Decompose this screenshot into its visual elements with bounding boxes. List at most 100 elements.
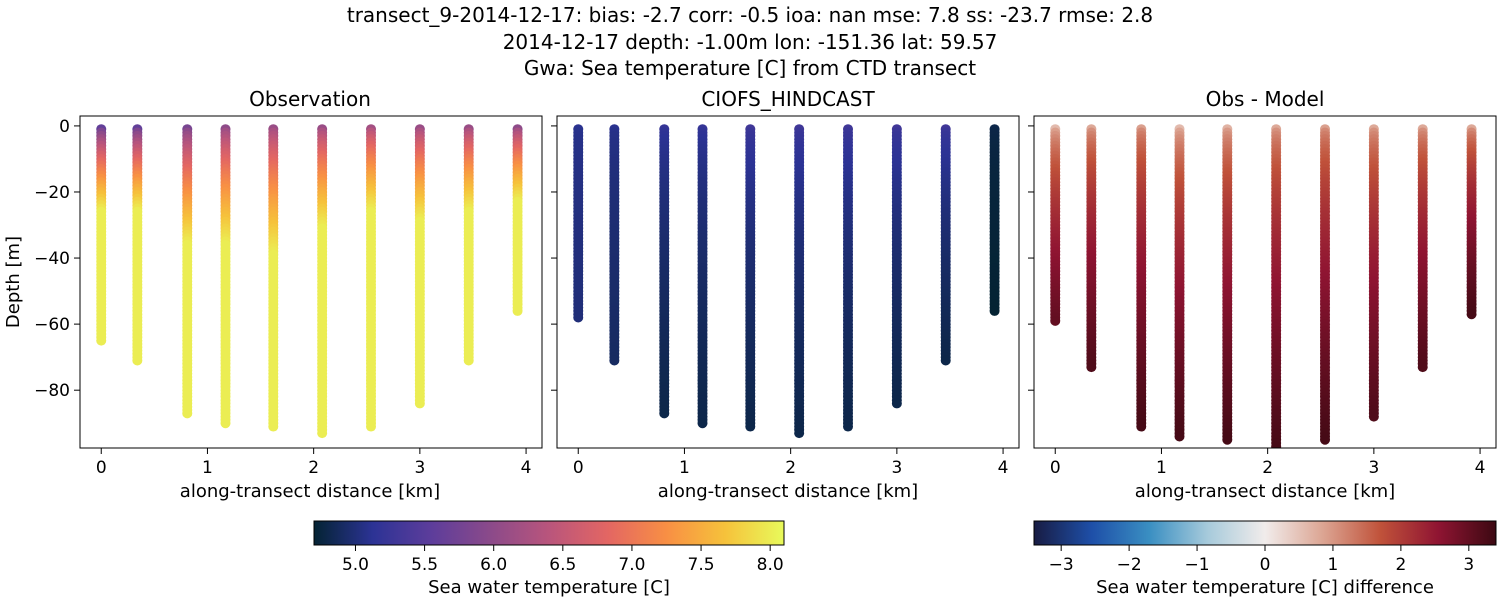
colorbar-temperature: 5.0 5.5 6.0 6.5 7.0 7.5 8.0 Sea water temperat… xyxy=(313,520,785,598)
data-point xyxy=(745,421,756,432)
colorbar-label: Sea water temperature [C] xyxy=(428,577,670,598)
profile-1 xyxy=(1086,124,1097,373)
panel-marks xyxy=(96,124,523,439)
profile-4 xyxy=(1222,124,1233,445)
x-tick-label: 3 xyxy=(891,458,902,478)
panel-marks xyxy=(573,124,1000,439)
data-point xyxy=(697,418,708,429)
profile-7 xyxy=(414,124,425,409)
data-point xyxy=(1271,444,1281,448)
panel-title: Observation xyxy=(249,87,371,111)
data-point xyxy=(1050,315,1061,326)
x-tick-label: 2 xyxy=(785,458,796,478)
profile-4 xyxy=(745,124,756,432)
colorbar-difference: −3 −2 −1 0 1 2 3 Sea water temperature [C] dif… xyxy=(1033,520,1497,598)
profile-6 xyxy=(1320,124,1331,445)
data-point xyxy=(1174,431,1185,442)
profile-6 xyxy=(366,124,377,432)
profile-7 xyxy=(1368,124,1379,422)
data-point xyxy=(1368,411,1379,422)
data-point xyxy=(989,305,1000,316)
y-tick-label: −60 xyxy=(34,315,70,335)
y-tick-label: −80 xyxy=(34,381,70,401)
data-point xyxy=(132,355,143,366)
profile-0 xyxy=(1050,124,1061,326)
colorbar-tick-label: 7.0 xyxy=(618,555,645,575)
colorbar-ticks: −3 −2 −1 0 1 2 3 xyxy=(1049,545,1474,575)
profile-8 xyxy=(463,124,474,366)
colorbar-tick-label: 3 xyxy=(1463,555,1474,575)
profile-9 xyxy=(989,124,1000,316)
x-tick-label: 3 xyxy=(414,458,425,478)
data-point xyxy=(317,428,328,439)
x-tick-label: 2 xyxy=(1262,458,1273,478)
profile-9 xyxy=(1466,124,1477,320)
data-point xyxy=(659,408,670,419)
x-tick-label: 3 xyxy=(1368,458,1379,478)
y-axis-ticks xyxy=(1028,125,1034,391)
x-tick-label: 0 xyxy=(573,458,584,478)
x-axis-label: along-transect distance [km] xyxy=(658,481,918,502)
profile-5 xyxy=(317,124,328,439)
plot-frame xyxy=(556,115,1020,449)
data-point xyxy=(573,312,584,323)
profile-5 xyxy=(794,124,805,439)
figure-title-line-1: transect_9-2014-12-17: bias: -2.7 corr: … xyxy=(347,3,1153,27)
profile-0 xyxy=(96,124,107,346)
colorbar-tick-label: 0 xyxy=(1260,555,1271,575)
colorbar-tick-label: 5.5 xyxy=(411,555,438,575)
profile-1 xyxy=(132,124,143,366)
x-axis-ticks: 0 1 2 3 4 xyxy=(573,448,1009,478)
data-point xyxy=(220,418,231,429)
colorbar-tick-label: 6.0 xyxy=(480,555,507,575)
x-axis-ticks: 0 1 2 3 4 xyxy=(96,448,532,478)
x-tick-label: 1 xyxy=(202,458,213,478)
profile-7 xyxy=(891,124,902,409)
profile-8 xyxy=(1417,124,1428,373)
profile-2 xyxy=(659,124,670,419)
data-point xyxy=(1417,362,1428,373)
x-tick-label: 4 xyxy=(998,458,1009,478)
x-axis-ticks: 0 1 2 3 4 xyxy=(1050,448,1486,478)
colorbar-gradient xyxy=(1033,520,1497,546)
x-tick-label: 4 xyxy=(521,458,532,478)
profile-4 xyxy=(268,124,279,432)
colorbar-tick-label: −2 xyxy=(1117,555,1142,575)
figure-title-line-3: Gwa: Sea temperature [C] from CTD transe… xyxy=(524,56,976,80)
x-tick-label: 4 xyxy=(1475,458,1486,478)
profile-8 xyxy=(940,124,951,366)
data-point xyxy=(891,398,902,409)
panel-marks xyxy=(1050,124,1477,448)
colorbar-tick-label: 8.0 xyxy=(757,555,784,575)
x-tick-label: 2 xyxy=(308,458,319,478)
colorbar-label: Sea water temperature [C] difference xyxy=(1096,577,1434,598)
profile-9 xyxy=(512,124,523,316)
profile-3 xyxy=(1174,124,1185,442)
x-tick-label: 0 xyxy=(96,458,107,478)
plot-frame xyxy=(79,115,543,449)
profile-6 xyxy=(843,124,854,432)
profile-3 xyxy=(220,124,231,429)
y-axis-ticks: 0 −20 −40 −60 −80 xyxy=(34,117,80,401)
profile-5 xyxy=(1271,124,1282,448)
figure-title-line-2: 2014-12-17 depth: -1.00m lon: -151.36 la… xyxy=(503,30,998,54)
data-point xyxy=(96,335,107,346)
y-tick-label: 0 xyxy=(59,117,70,137)
x-tick-label: 0 xyxy=(1050,458,1061,478)
data-point xyxy=(843,421,854,432)
profile-3 xyxy=(697,124,708,429)
colorbar-tick-label: 7.5 xyxy=(688,555,715,575)
y-axis-ticks xyxy=(551,125,557,391)
panel-title: CIOFS_HINDCAST xyxy=(701,87,875,111)
profile-0 xyxy=(573,124,584,323)
colorbar-ticks: 5.0 5.5 6.0 6.5 7.0 7.5 8.0 xyxy=(342,545,784,575)
data-point xyxy=(1320,434,1331,445)
y-axis-label: Depth [m] xyxy=(3,236,24,328)
y-tick-label: −40 xyxy=(34,249,70,269)
panel-observation: Observation 0 1 2 3 4 0 −20 −40 −60 −80 along-tr… xyxy=(3,87,543,502)
data-point xyxy=(940,355,951,366)
colorbar-tick-label: 2 xyxy=(1395,555,1406,575)
data-point xyxy=(609,355,620,366)
data-point xyxy=(414,398,425,409)
